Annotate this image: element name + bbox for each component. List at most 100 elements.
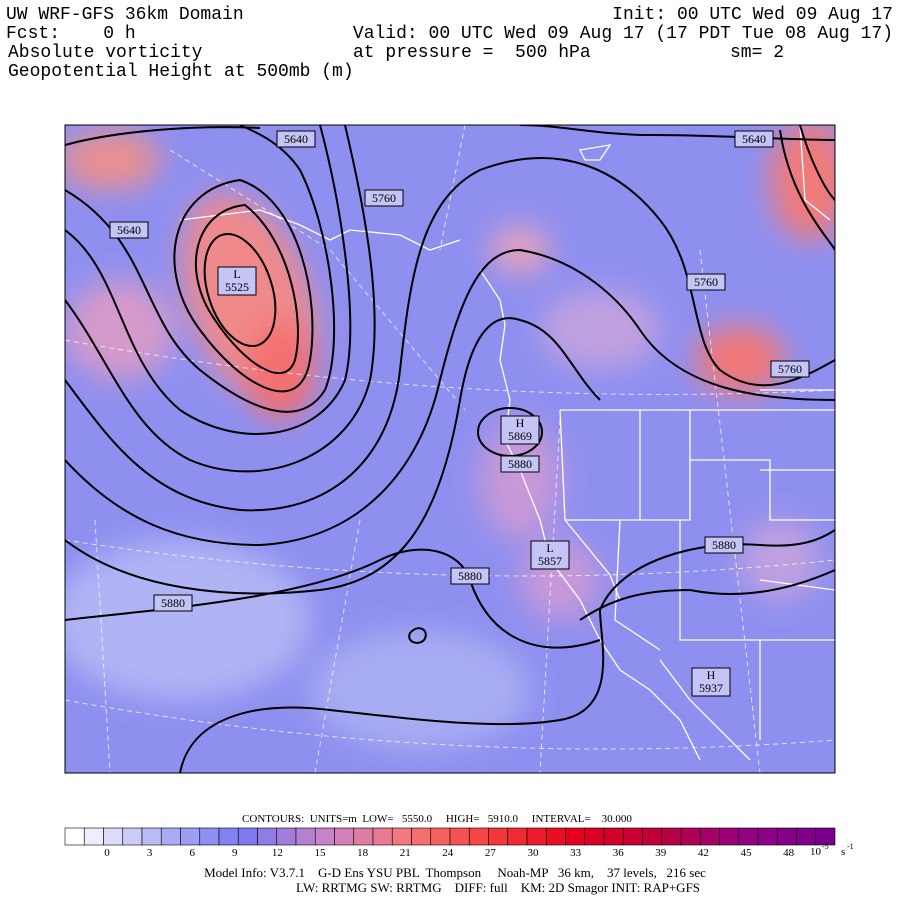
- colorbar-swatch: [699, 827, 720, 846]
- contour-label: 5880: [458, 569, 482, 583]
- title: UW WRF-GFS 36km Domain: [6, 5, 244, 25]
- forecast-hour: Fcst: 0 h: [6, 24, 136, 44]
- contour-label: 5880: [508, 457, 532, 471]
- colorbar-swatch: [391, 827, 412, 846]
- map-frame: [64, 124, 836, 774]
- label-box: [500, 415, 540, 445]
- label-box: [734, 130, 774, 148]
- colorbar-swatch: [449, 827, 470, 846]
- label-box: [109, 221, 149, 239]
- pressure-center-value: 5857: [538, 554, 562, 568]
- units-seconds-exponent: -1: [847, 842, 854, 851]
- colorbar-swatch: [372, 827, 393, 846]
- colorbar-swatch: [218, 827, 239, 846]
- colorbar-label: 33: [570, 847, 582, 859]
- colorbar-swatch: [507, 827, 528, 846]
- contour-label: 5760: [372, 191, 396, 205]
- colorbar-label: 39: [655, 847, 667, 859]
- model-info: Model Info: V3.7.1 G-D Ens YSU PBL Thomp…: [204, 865, 706, 880]
- init-time: Init: 00 UTC Wed 09 Aug 17: [612, 5, 893, 25]
- colorbar-label: 42: [698, 847, 709, 859]
- colorbar-label: 9: [232, 847, 238, 859]
- map: 5640 56405640576057605760L5525H5869588058…: [65, 125, 835, 773]
- colorbar-swatch: [738, 827, 759, 846]
- graticule: [65, 125, 835, 773]
- colorbar-swatch: [468, 827, 489, 846]
- colorbar-label: 48: [783, 847, 795, 859]
- contour-field: Geopotential Height at 500mb (m): [8, 62, 354, 82]
- colorbar-swatch: [776, 827, 797, 846]
- pressure-level: at pressure = 500 hPa: [353, 43, 591, 63]
- pressure-center-symbol: L: [233, 267, 240, 281]
- pressure-center-symbol: H: [516, 416, 525, 430]
- colorbar-swatch: [430, 827, 451, 846]
- pressure-center-value: 5525: [225, 280, 249, 294]
- label-box: [153, 594, 193, 612]
- colorbar-swatch: [603, 827, 624, 846]
- label-box: [704, 536, 744, 554]
- smoothing: sm= 2: [730, 43, 784, 63]
- colorbar-swatch: [584, 827, 605, 846]
- colorbar-swatch: [180, 827, 201, 846]
- colorbar-swatch: [661, 827, 682, 846]
- colorbar-swatch: [757, 827, 778, 846]
- valid-time: Valid: 00 UTC Wed 09 Aug 17 (17 PDT Tue …: [353, 24, 893, 44]
- colorbar-label: 21: [400, 847, 411, 859]
- colorbar-label: 15: [315, 847, 327, 859]
- contour-info: CONTOURS: UNITS=m LOW= 5550.0 HIGH= 5910…: [242, 813, 632, 825]
- colorbar-label: 18: [357, 847, 369, 859]
- label-box: [686, 273, 726, 291]
- contour-label: 5880: [161, 596, 185, 610]
- colorbar-swatch: [796, 827, 817, 846]
- colorbar-swatch: [160, 827, 181, 846]
- units-base: 10: [810, 846, 822, 858]
- coastlines-borders: [179, 125, 835, 761]
- pressure-center-symbol: L: [546, 541, 553, 555]
- colorbar-swatch: [103, 827, 124, 846]
- units-exponent: -5: [822, 842, 829, 851]
- label-box: [530, 540, 570, 570]
- colorbar-swatch: [276, 827, 297, 846]
- label-box: [691, 667, 731, 697]
- contour-label: 5760: [694, 275, 718, 289]
- colorbar-label: 45: [741, 847, 753, 859]
- colorbar-label: 3: [147, 847, 153, 859]
- contour-label: 5640: [742, 132, 766, 146]
- label-box: [364, 189, 404, 207]
- model-info-2: LW: RRTMG SW: RRTMG DIFF: full KM: 2D Sm…: [296, 880, 700, 895]
- colorbar-label: 12: [272, 847, 283, 859]
- colorbar-swatch: [122, 827, 143, 846]
- colorbar: 0 3 6 9 12 15 18 21 24 27 30 33 36 39 42 45 48: [64, 827, 836, 859]
- colorbar-swatch: [545, 827, 566, 846]
- colorbar-swatch: [622, 827, 643, 846]
- pressure-center-value: 5937: [699, 681, 723, 695]
- colorbar-swatch: [141, 827, 162, 846]
- colorbar-label: 30: [528, 847, 540, 859]
- colorbar-swatch: [83, 827, 104, 846]
- colorbar-swatch: [237, 827, 258, 846]
- colorbar-label: 0: [104, 847, 110, 859]
- colorbar-swatch: [565, 827, 586, 846]
- colorbar-label: 36: [613, 847, 625, 859]
- colorbar-swatch: [314, 827, 335, 846]
- colorbar-swatch: [199, 827, 220, 846]
- units-seconds: s: [841, 846, 845, 858]
- colorbar-swatch: [334, 827, 355, 846]
- colorbar-swatch: [257, 827, 278, 846]
- label-box: [450, 567, 490, 585]
- contour-label: 5640: [117, 223, 141, 237]
- contour-label: 5640: [284, 132, 308, 146]
- label-box: [217, 266, 257, 296]
- colorbar-swatch: [295, 827, 316, 846]
- colorbar-swatch: [353, 827, 374, 846]
- contour-label: 5760: [778, 362, 802, 376]
- colorbar-swatch: [488, 827, 509, 846]
- colorbar-swatch: [64, 827, 85, 846]
- pressure-center-symbol: H: [707, 668, 716, 682]
- contour-label: 5880: [712, 538, 736, 552]
- colorbar-label: 6: [189, 847, 195, 859]
- label-box: [770, 360, 810, 378]
- field-name: Absolute vorticity: [8, 43, 203, 63]
- colorbar-swatch: [411, 827, 432, 846]
- colorbar-swatch: [526, 827, 547, 846]
